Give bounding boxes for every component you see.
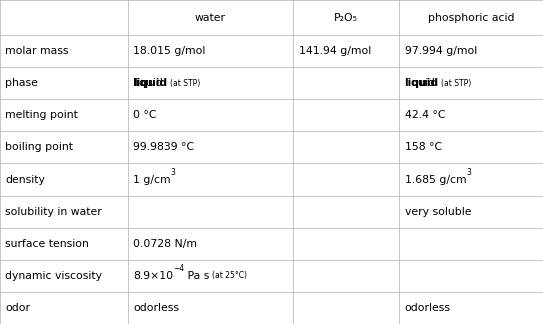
Text: 42.4 °C: 42.4 °C xyxy=(405,110,445,120)
Text: liquid: liquid xyxy=(133,78,163,88)
Text: P₂O₅: P₂O₅ xyxy=(334,13,358,22)
Text: 1.685 g/cm: 1.685 g/cm xyxy=(405,175,466,184)
Text: 3: 3 xyxy=(466,168,471,177)
Text: liquid: liquid xyxy=(405,78,439,88)
Text: phosphoric acid: phosphoric acid xyxy=(428,13,514,22)
Text: 1 g/cm: 1 g/cm xyxy=(133,175,171,184)
Text: dynamic viscosity: dynamic viscosity xyxy=(5,271,103,281)
Text: very soluble: very soluble xyxy=(405,207,471,217)
Text: 99.9839 °C: 99.9839 °C xyxy=(133,143,194,152)
Text: phase: phase xyxy=(5,78,39,88)
Text: 97.994 g/mol: 97.994 g/mol xyxy=(405,46,477,56)
Text: liquid: liquid xyxy=(405,78,434,88)
Text: liquid: liquid xyxy=(133,78,167,88)
Text: boiling point: boiling point xyxy=(5,143,73,152)
Text: 18.015 g/mol: 18.015 g/mol xyxy=(133,46,205,56)
Text: 8.9×10: 8.9×10 xyxy=(133,271,173,281)
Text: −4: −4 xyxy=(173,264,185,273)
Text: 0.0728 N/m: 0.0728 N/m xyxy=(133,239,197,249)
Text: 3: 3 xyxy=(171,168,175,177)
Text: water: water xyxy=(195,13,226,22)
Text: 0 °C: 0 °C xyxy=(133,110,156,120)
Text: melting point: melting point xyxy=(5,110,78,120)
Text: (at STP): (at STP) xyxy=(441,79,472,88)
Text: surface tension: surface tension xyxy=(5,239,89,249)
Text: (at 25°C): (at 25°C) xyxy=(212,271,247,280)
Text: odorless: odorless xyxy=(133,303,179,313)
Text: odor: odor xyxy=(5,303,30,313)
Text: density: density xyxy=(5,175,45,184)
Text: solubility in water: solubility in water xyxy=(5,207,102,217)
Text: 141.94 g/mol: 141.94 g/mol xyxy=(299,46,371,56)
Text: molar mass: molar mass xyxy=(5,46,69,56)
Text: Pa s: Pa s xyxy=(185,271,210,281)
Text: (at STP): (at STP) xyxy=(170,79,200,88)
Text: 158 °C: 158 °C xyxy=(405,143,441,152)
Text: odorless: odorless xyxy=(405,303,451,313)
